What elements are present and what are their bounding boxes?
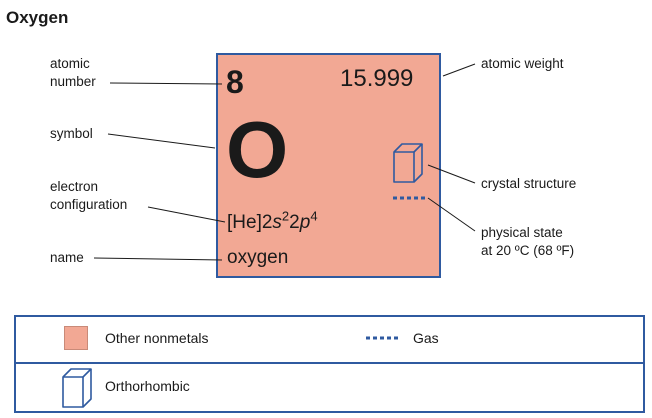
physical-state-label: physical state at 20 ºC (68 ºF) bbox=[481, 224, 574, 260]
legend-box bbox=[14, 315, 645, 413]
legend-gas-dashed-icon bbox=[366, 336, 400, 340]
atomic-number: 8 bbox=[226, 64, 244, 100]
leader-physical-state bbox=[427, 197, 476, 232]
econf-p: p bbox=[299, 212, 311, 233]
symbol-label: symbol bbox=[50, 126, 93, 141]
atomic-number-label-line1: atomic bbox=[50, 56, 90, 71]
name-label: name bbox=[50, 250, 84, 265]
legend-cube-icon bbox=[62, 368, 92, 408]
physical-state-label-line1: physical state bbox=[481, 225, 563, 240]
electron-configuration-label-line1: electron bbox=[50, 179, 99, 194]
electron-configuration: [He]2s22p4 bbox=[227, 210, 318, 236]
econf-core: [He]2 bbox=[227, 212, 273, 233]
atomic-number-label-line2: number bbox=[50, 74, 96, 89]
leader-crystal-structure bbox=[427, 164, 476, 184]
leader-atomic-number bbox=[109, 82, 223, 85]
econf-s-exp: 2 bbox=[281, 208, 290, 224]
leader-atomic-weight bbox=[442, 63, 476, 77]
cube-icon bbox=[393, 143, 423, 183]
legend-category: Other nonmetals bbox=[105, 330, 209, 346]
econf-mid: 2 bbox=[289, 212, 300, 233]
category-swatch bbox=[64, 326, 88, 350]
atomic-weight: 15.999 bbox=[340, 65, 414, 92]
leader-electron-configuration bbox=[147, 206, 226, 223]
physical-state-label-line2: at 20 ºC (68 ºF) bbox=[481, 243, 575, 258]
electron-configuration-label-line2: configuration bbox=[50, 197, 128, 212]
crystal-structure-label: crystal structure bbox=[481, 176, 577, 191]
atomic-weight-label: atomic weight bbox=[481, 56, 564, 71]
leader-name bbox=[93, 257, 223, 261]
element-tile bbox=[216, 53, 441, 278]
page-title: Oxygen bbox=[6, 8, 69, 27]
legend-crystal: Orthorhombic bbox=[105, 378, 190, 394]
atomic-number-label: atomic number bbox=[50, 55, 96, 91]
econf-p-exp: 4 bbox=[310, 208, 318, 224]
legend-state: Gas bbox=[413, 330, 439, 346]
legend-divider bbox=[14, 362, 645, 364]
element-name: oxygen bbox=[227, 247, 289, 268]
element-symbol: O bbox=[226, 105, 289, 194]
leader-symbol bbox=[107, 133, 216, 149]
electron-configuration-label: electron configuration bbox=[50, 178, 127, 214]
econf-s: s bbox=[272, 212, 282, 233]
